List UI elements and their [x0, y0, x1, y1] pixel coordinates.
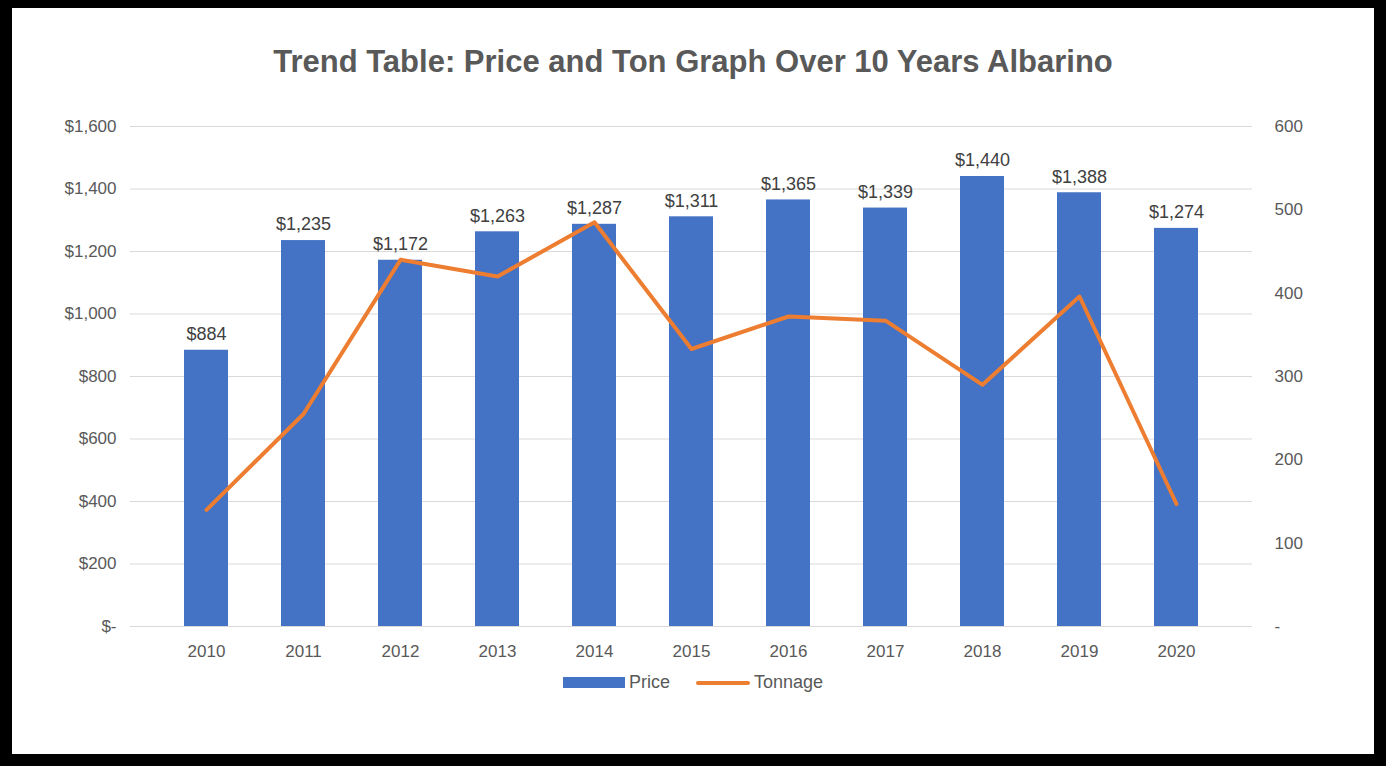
svg-text:$-: $- [101, 617, 116, 636]
svg-text:$1,287: $1,287 [567, 198, 622, 218]
svg-text:2018: 2018 [964, 642, 1002, 661]
svg-text:$1,235: $1,235 [276, 214, 331, 234]
svg-text:2014: 2014 [576, 642, 614, 661]
svg-text:600: 600 [1275, 117, 1303, 136]
svg-text:2020: 2020 [1158, 642, 1196, 661]
html-text:Price: Price [629, 672, 670, 692]
svg-text:2012: 2012 [382, 642, 420, 661]
svg-text:$1,600: $1,600 [65, 117, 117, 136]
svg-text:-: - [1275, 617, 1281, 636]
svg-text:200: 200 [1275, 450, 1303, 469]
svg-text:$1,400: $1,400 [65, 179, 117, 198]
svg-text:$1,172: $1,172 [373, 234, 428, 254]
html-text:Trend Table: Price and Ton Gra: Trend Table: Price and Ton Graph Over 10… [273, 44, 1113, 79]
svg-text:2013: 2013 [479, 642, 517, 661]
svg-text:$1,274: $1,274 [1149, 202, 1204, 222]
svg-text:$1,311: $1,311 [665, 191, 719, 211]
svg-text:$1,000: $1,000 [65, 304, 117, 323]
svg-text:$884: $884 [186, 324, 226, 344]
svg-text:100: 100 [1275, 534, 1303, 553]
svg-text:400: 400 [1275, 284, 1303, 303]
svg-text:2017: 2017 [867, 642, 905, 661]
svg-text:500: 500 [1275, 200, 1303, 219]
svg-text:$200: $200 [79, 554, 117, 573]
svg-text:$1,263: $1,263 [470, 206, 525, 226]
svg-text:$1,200: $1,200 [65, 242, 117, 261]
svg-text:$1,365: $1,365 [761, 174, 816, 194]
svg-text:2010: 2010 [188, 642, 226, 661]
svg-text:$600: $600 [79, 429, 117, 448]
svg-text:$1,440: $1,440 [955, 150, 1010, 170]
svg-text:2011: 2011 [285, 642, 322, 661]
svg-text:$400: $400 [79, 492, 117, 511]
svg-text:2015: 2015 [673, 642, 711, 661]
svg-text:2019: 2019 [1061, 642, 1099, 661]
svg-text:$1,388: $1,388 [1052, 167, 1107, 187]
svg-text:$1,339: $1,339 [858, 182, 913, 202]
svg-text:$800: $800 [79, 367, 117, 386]
svg-text:2016: 2016 [770, 642, 808, 661]
html-text:Tonnage: Tonnage [754, 672, 823, 692]
svg-text:300: 300 [1275, 367, 1303, 386]
